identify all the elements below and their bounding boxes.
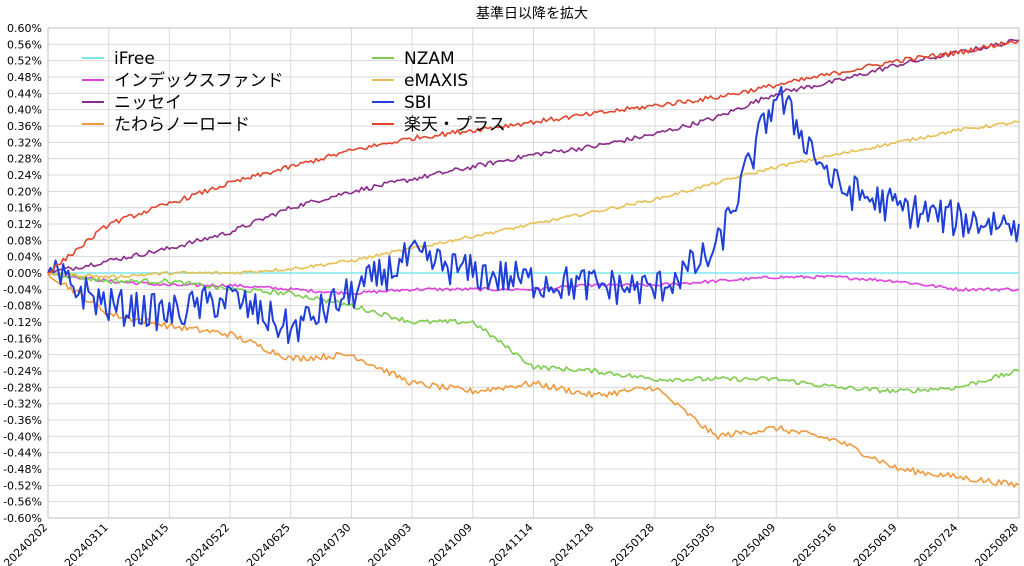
y-tick-label: 0.48% [7, 71, 42, 84]
x-tick-label: 20250305 [669, 521, 718, 566]
x-tick-label: 20250828 [972, 521, 1021, 566]
series-lines [47, 38, 1020, 488]
x-tick-label: 20240415 [123, 521, 172, 566]
legend-entry: ニッセイ [114, 93, 182, 113]
legend-entry: 楽天・プラス [404, 115, 506, 135]
y-tick-label: 0.60% [7, 22, 42, 35]
y-tick-label: -0.44% [3, 447, 42, 460]
y-tick-label: 0.20% [7, 185, 42, 198]
y-tick-label: -0.32% [3, 398, 42, 411]
y-tick-label: 0.40% [7, 104, 42, 117]
legend-entry: eMAXIS [404, 71, 468, 91]
x-tick-label: 20250128 [608, 521, 657, 566]
x-tick-label: 20240522 [183, 521, 232, 566]
grid [47, 27, 1020, 519]
x-tick-label: 20250619 [851, 521, 900, 566]
y-tick-label: 0.28% [7, 153, 42, 166]
chart-title: 基準日以降を拡大 [476, 5, 588, 22]
y-tick-label: -0.16% [3, 332, 42, 345]
y-tick-label: 0.08% [7, 234, 42, 247]
y-tick-label: -0.36% [3, 414, 42, 427]
x-tick-label: 20250724 [912, 521, 961, 566]
y-tick-label: -0.12% [3, 316, 42, 329]
legend-entry: SBI [404, 93, 431, 113]
x-tick-label: 20240903 [365, 521, 414, 566]
x-axis: 20240202 20240311 20240415 20240522 20240625… [1, 521, 1021, 566]
series-line-2 [47, 38, 1020, 275]
x-tick-label: 20241009 [426, 521, 475, 566]
x-tick-label: 20240202 [1, 521, 50, 566]
x-tick-label: 20250409 [730, 521, 779, 566]
legend-entry: iFree [114, 49, 155, 69]
y-tick-label: 0.04% [7, 251, 42, 264]
x-tick-label: 20240625 [244, 521, 293, 566]
y-axis: 0.60% 0.56% 0.52% 0.48% 0.44% 0.40% 0.36% 0.32%… [3, 22, 42, 525]
series-line-6 [47, 85, 1020, 344]
y-tick-label: -0.08% [3, 300, 42, 313]
y-tick-label: -0.52% [3, 479, 42, 492]
y-tick-label: -0.24% [3, 365, 42, 378]
y-tick-label: 0.56% [7, 38, 42, 51]
y-tick-label: -0.04% [3, 283, 42, 296]
y-tick-label: 0.32% [7, 136, 42, 149]
y-tick-label: -0.60% [3, 512, 42, 525]
x-tick-label: 20241218 [548, 521, 597, 566]
y-tick-label: 0.00% [7, 267, 42, 280]
series-line-4 [47, 272, 1020, 394]
x-tick-label: 20240311 [62, 521, 111, 566]
legend-entry: インデックスファンド [114, 70, 284, 91]
y-tick-label: 0.36% [7, 120, 42, 133]
y-tick-label: 0.52% [7, 55, 42, 68]
y-tick-label: 0.24% [7, 169, 42, 182]
series-line-7 [47, 39, 1020, 274]
x-tick-label: 20240730 [305, 521, 354, 566]
y-tick-label: 0.44% [7, 87, 42, 100]
y-tick-label: -0.56% [3, 496, 42, 509]
y-tick-label: -0.48% [3, 463, 42, 476]
y-tick-label: 0.12% [7, 218, 42, 231]
legend-entry: NZAM [404, 49, 455, 69]
y-tick-label: -0.20% [3, 349, 42, 362]
y-tick-label: 0.16% [7, 202, 42, 215]
x-tick-label: 20241114 [487, 521, 536, 566]
x-tick-label: 20250516 [790, 521, 839, 566]
legend-entry: たわらノーロード [114, 115, 250, 135]
y-tick-label: -0.28% [3, 381, 42, 394]
y-tick-label: -0.40% [3, 430, 42, 443]
series-line-3 [47, 272, 1020, 488]
series-line-5 [47, 120, 1020, 280]
